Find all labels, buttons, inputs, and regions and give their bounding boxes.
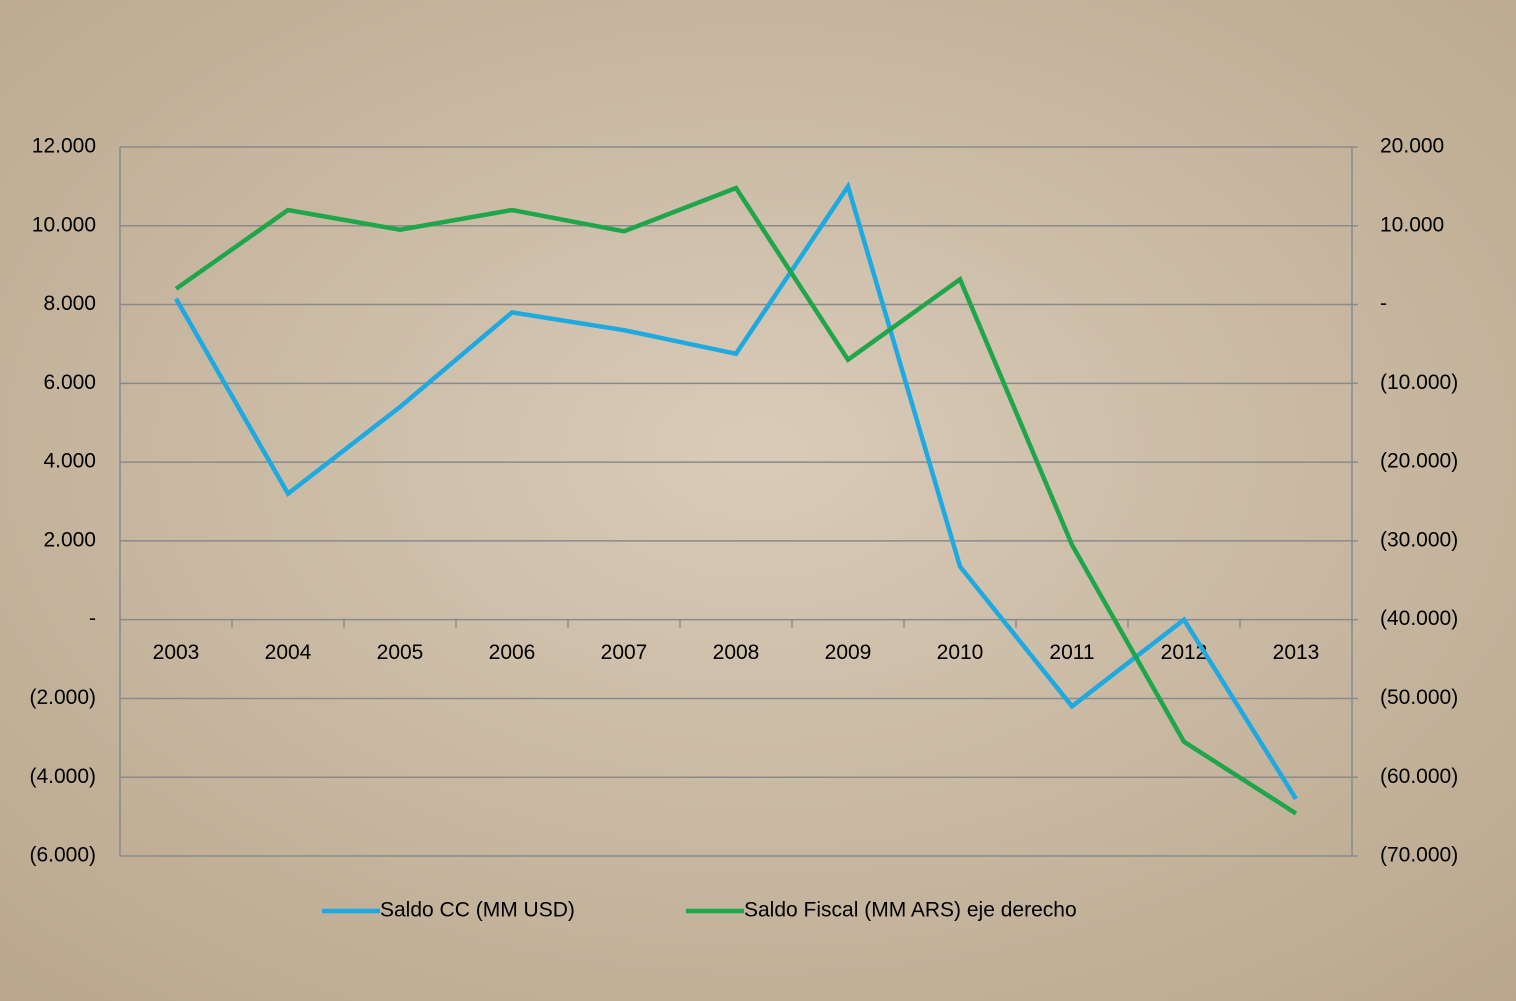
y-tick-label: 4.000 [43,450,96,473]
y-tick-label: (6.000) [29,844,96,867]
y2-tick-label: (70.000) [1380,844,1458,867]
y-tick-label: (4.000) [29,765,96,788]
y-tick-label: 12.000 [32,135,96,158]
y2-tick-label: - [1380,292,1387,315]
y-tick-label: 8.000 [43,292,96,315]
y2-tick-label: (20.000) [1380,450,1458,473]
x-tick-label: 2008 [713,641,760,664]
x-tick-label: 2005 [377,641,424,664]
x-tick-label: 2012 [1161,641,1208,664]
y-tick-label: (2.000) [29,686,96,709]
y2-tick-label: (50.000) [1380,686,1458,709]
y-tick-label: 2.000 [43,528,96,551]
y-tick-label: 6.000 [43,371,96,394]
x-tick-label: 2011 [1049,641,1094,664]
series-line [174,181,1298,801]
y2-tick-label: 20.000 [1380,135,1444,158]
x-tick-label: 2007 [601,641,648,664]
y2-tick-label: (40.000) [1380,607,1458,630]
y2-tick-label: (30.000) [1380,528,1458,551]
legend-label: Saldo Fiscal (MM ARS) eje derecho [744,899,1077,922]
x-tick-label: 2003 [153,641,200,664]
x-tick-label: 2006 [489,641,536,664]
x-tick-label: 2004 [265,641,312,664]
x-tick-label: 2013 [1273,641,1320,664]
y2-tick-label: (10.000) [1380,371,1458,394]
legend-label: Saldo CC (MM USD) [380,899,575,922]
x-tick-label: 2010 [937,641,984,664]
y-tick-label: - [89,607,96,630]
series-line [174,185,1298,816]
y2-tick-label: 10.000 [1380,213,1444,236]
y-tick-label: 10.000 [32,213,96,236]
x-tick-label: 2009 [825,641,872,664]
y2-tick-label: (60.000) [1380,765,1458,788]
